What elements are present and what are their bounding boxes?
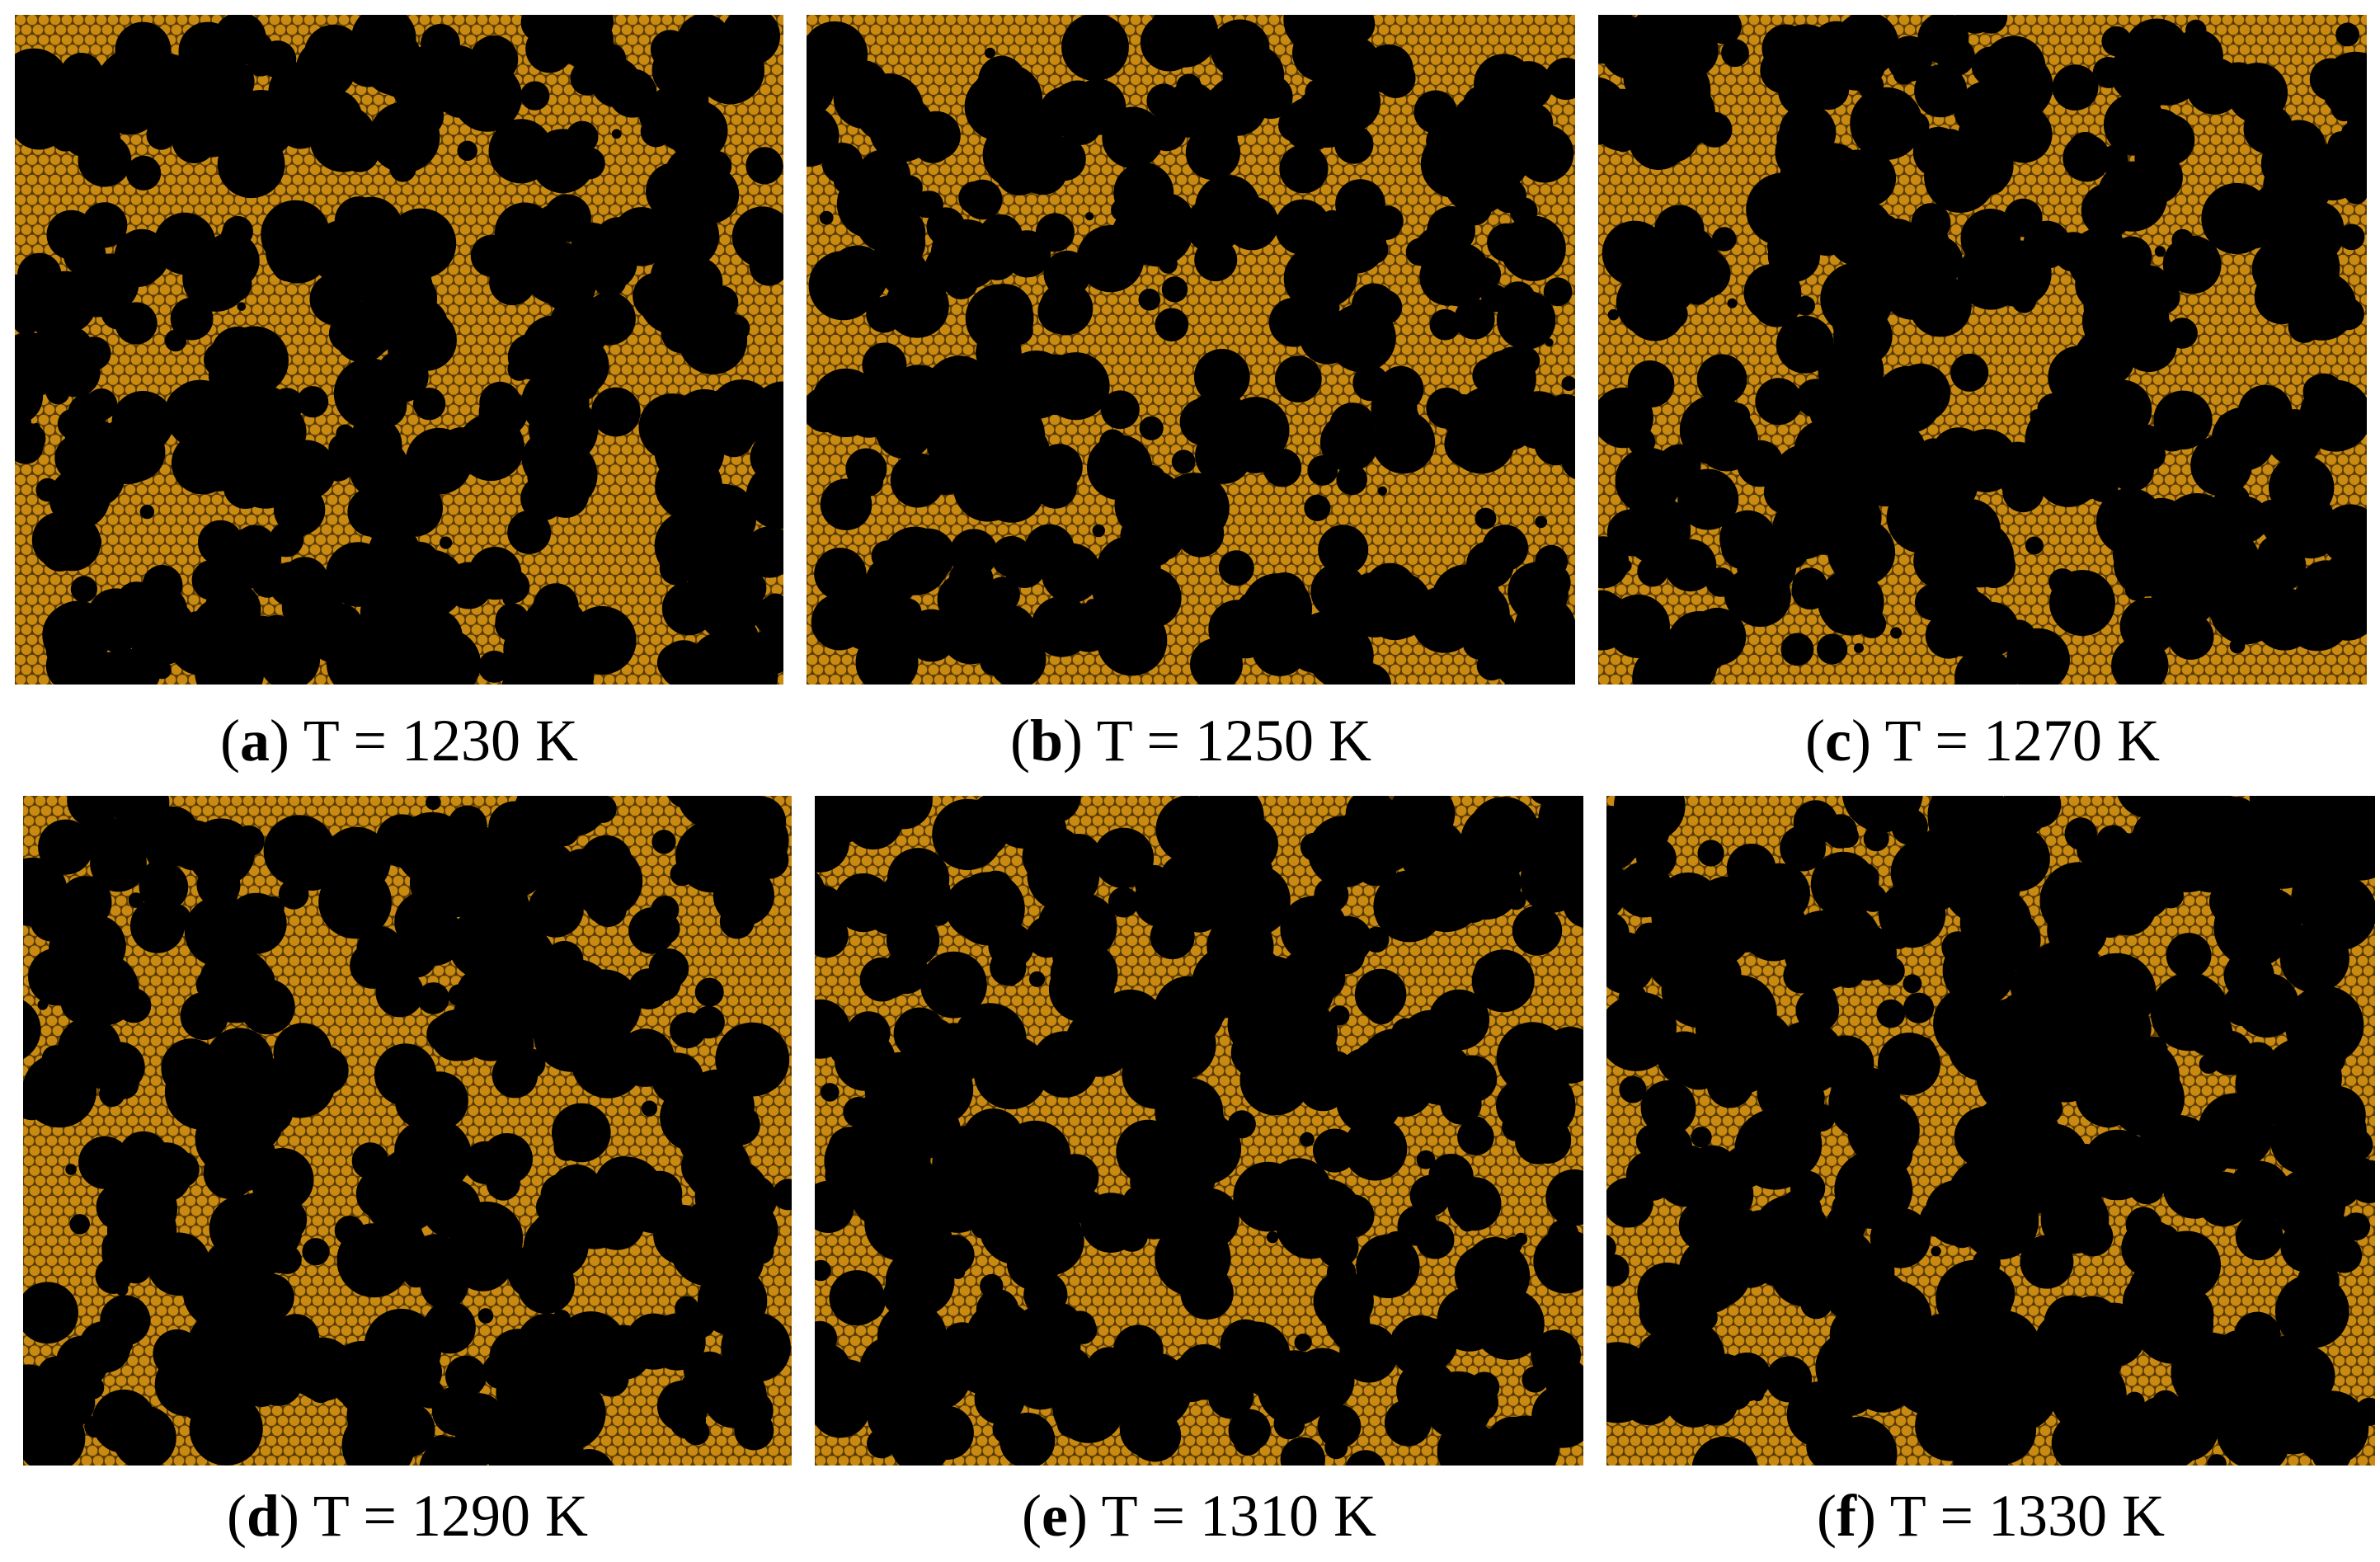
caption-f: (f) T = 1330 K <box>1817 1483 2165 1549</box>
void-clusters <box>815 796 1583 1466</box>
caption-letter: e <box>1042 1483 1068 1549</box>
void-clusters <box>1598 15 2367 685</box>
void-clusters <box>807 15 1575 685</box>
caption-letter: a <box>240 708 270 774</box>
caption-text: T = 1310 K <box>1101 1483 1376 1549</box>
panel-a-image <box>15 15 783 685</box>
simulation-snapshot-b <box>807 15 1575 685</box>
simulation-snapshot-d <box>23 796 792 1466</box>
caption-text: T = 1250 K <box>1096 708 1371 774</box>
simulation-snapshot-c <box>1598 15 2367 685</box>
caption-text: T = 1230 K <box>303 708 578 774</box>
void-clusters <box>1606 796 2375 1466</box>
panel-c-image <box>1598 15 2367 685</box>
panel-d-image <box>23 796 792 1466</box>
caption-b: (b) T = 1250 K <box>1010 708 1371 774</box>
caption-c: (c) T = 1270 K <box>1805 708 2160 774</box>
caption-letter: c <box>1825 708 1851 774</box>
caption-d: (d) T = 1290 K <box>227 1483 588 1549</box>
caption-text: T = 1290 K <box>313 1483 588 1549</box>
void-clusters <box>23 796 792 1466</box>
caption-letter: d <box>246 1483 280 1549</box>
simulation-snapshot-a <box>15 15 783 685</box>
caption-e: (e) T = 1310 K <box>1022 1483 1376 1549</box>
caption-text: T = 1270 K <box>1884 708 2160 774</box>
caption-text: T = 1330 K <box>1889 1483 2165 1549</box>
simulation-snapshot-f <box>1606 796 2375 1466</box>
caption-a: (a) T = 1230 K <box>220 708 578 774</box>
panel-b-image <box>807 15 1575 685</box>
void-clusters <box>15 15 783 685</box>
simulation-snapshot-e <box>815 796 1583 1466</box>
caption-letter: f <box>1837 1483 1856 1549</box>
panel-f-image <box>1606 796 2375 1466</box>
caption-letter: b <box>1029 708 1064 774</box>
panel-e-image <box>815 796 1583 1466</box>
